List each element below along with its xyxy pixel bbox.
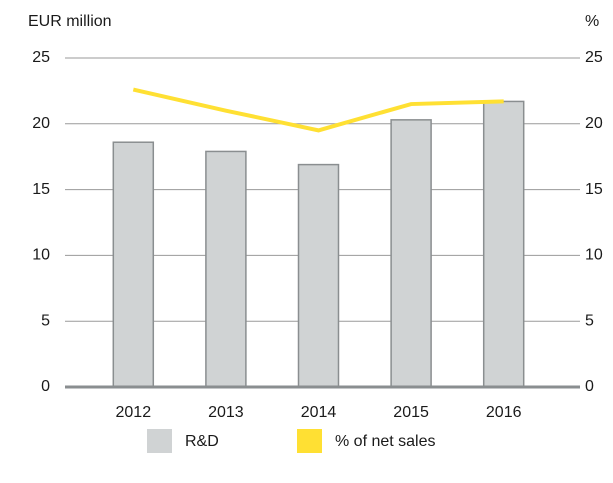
x-tick-label: 2012 xyxy=(116,404,152,421)
y2-tick-label: 20 xyxy=(585,115,603,132)
line xyxy=(132,87,504,133)
y2-tick-label: 0 xyxy=(585,378,594,395)
y-tick-label: 0 xyxy=(41,378,50,395)
bar xyxy=(390,119,432,388)
x-tick-label: 2015 xyxy=(393,404,429,421)
legend-label: % of net sales xyxy=(335,433,436,450)
legend-swatch xyxy=(297,429,322,453)
y-tick-label: 5 xyxy=(41,312,50,329)
bar xyxy=(205,150,247,388)
y-axis-title: EUR million xyxy=(28,13,112,30)
y2-tick-label: 15 xyxy=(585,181,603,198)
y-tick-label: 10 xyxy=(32,247,50,264)
y2-axis-title: % xyxy=(585,13,599,30)
x-tick-label: 2013 xyxy=(208,404,244,421)
bar xyxy=(297,163,340,388)
y2-tick-label: 5 xyxy=(585,312,594,329)
y2-tick-label: 25 xyxy=(585,49,603,66)
legend-label: R&D xyxy=(185,433,219,450)
y2-tick-label: 10 xyxy=(585,247,603,264)
bar xyxy=(482,100,525,388)
bar xyxy=(112,141,155,388)
x-tick-label: 2016 xyxy=(486,404,522,421)
y-tick-label: 20 xyxy=(32,115,50,132)
y-tick-label: 15 xyxy=(32,181,50,198)
y-tick-label: 25 xyxy=(32,49,50,66)
legend-swatch xyxy=(147,429,172,453)
x-tick-label: 2014 xyxy=(301,404,337,421)
